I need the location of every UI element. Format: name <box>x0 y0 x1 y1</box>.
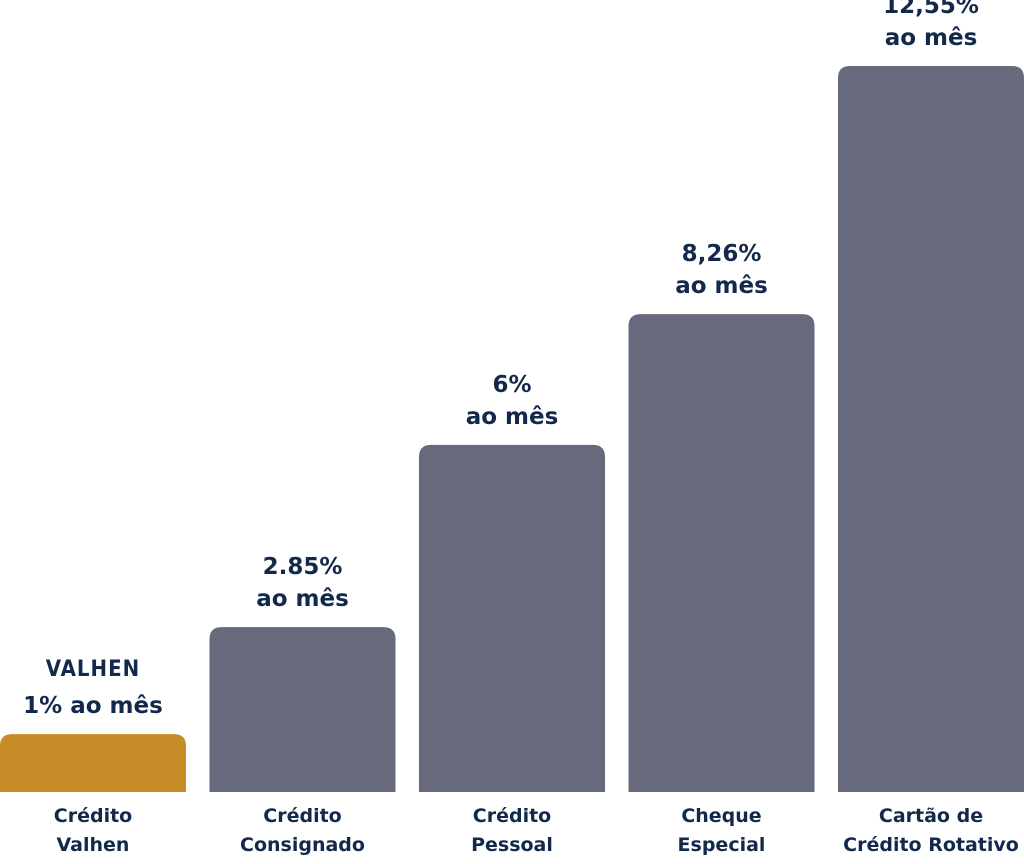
value-label: 1% ao mês <box>23 693 163 720</box>
bar <box>838 66 1024 792</box>
x-tick-label: Crédito Valhen <box>53 805 133 856</box>
x-tick-label: Cartão de Crédito Rotativo <box>843 805 1019 856</box>
x-tick-label: Crédito Consignado <box>240 805 365 856</box>
value-label-group: 2.85% ao mês <box>203 551 403 615</box>
value-label: 8,26% ao mês <box>675 241 768 300</box>
x-tick-label: Crédito Pessoal <box>471 805 553 856</box>
x-tick-label: Cheque Especial <box>677 805 766 856</box>
value-label: 12,55% ao mês <box>883 0 979 51</box>
value-label-group: VALHEN 1% ao mês <box>0 657 193 722</box>
value-label-group: 8,26% ao mês <box>622 238 822 302</box>
value-label: 6% ao mês <box>465 371 559 430</box>
value-label-group: 12,55% ao mês <box>831 0 1024 54</box>
logo: VALHEN <box>45 657 141 683</box>
value-label: 2.85% ao mês <box>256 554 349 613</box>
bar <box>209 627 396 792</box>
bar <box>628 314 815 792</box>
bar <box>0 734 186 792</box>
bar <box>419 444 605 792</box>
value-label-group: 6% ao mês <box>412 369 612 433</box>
